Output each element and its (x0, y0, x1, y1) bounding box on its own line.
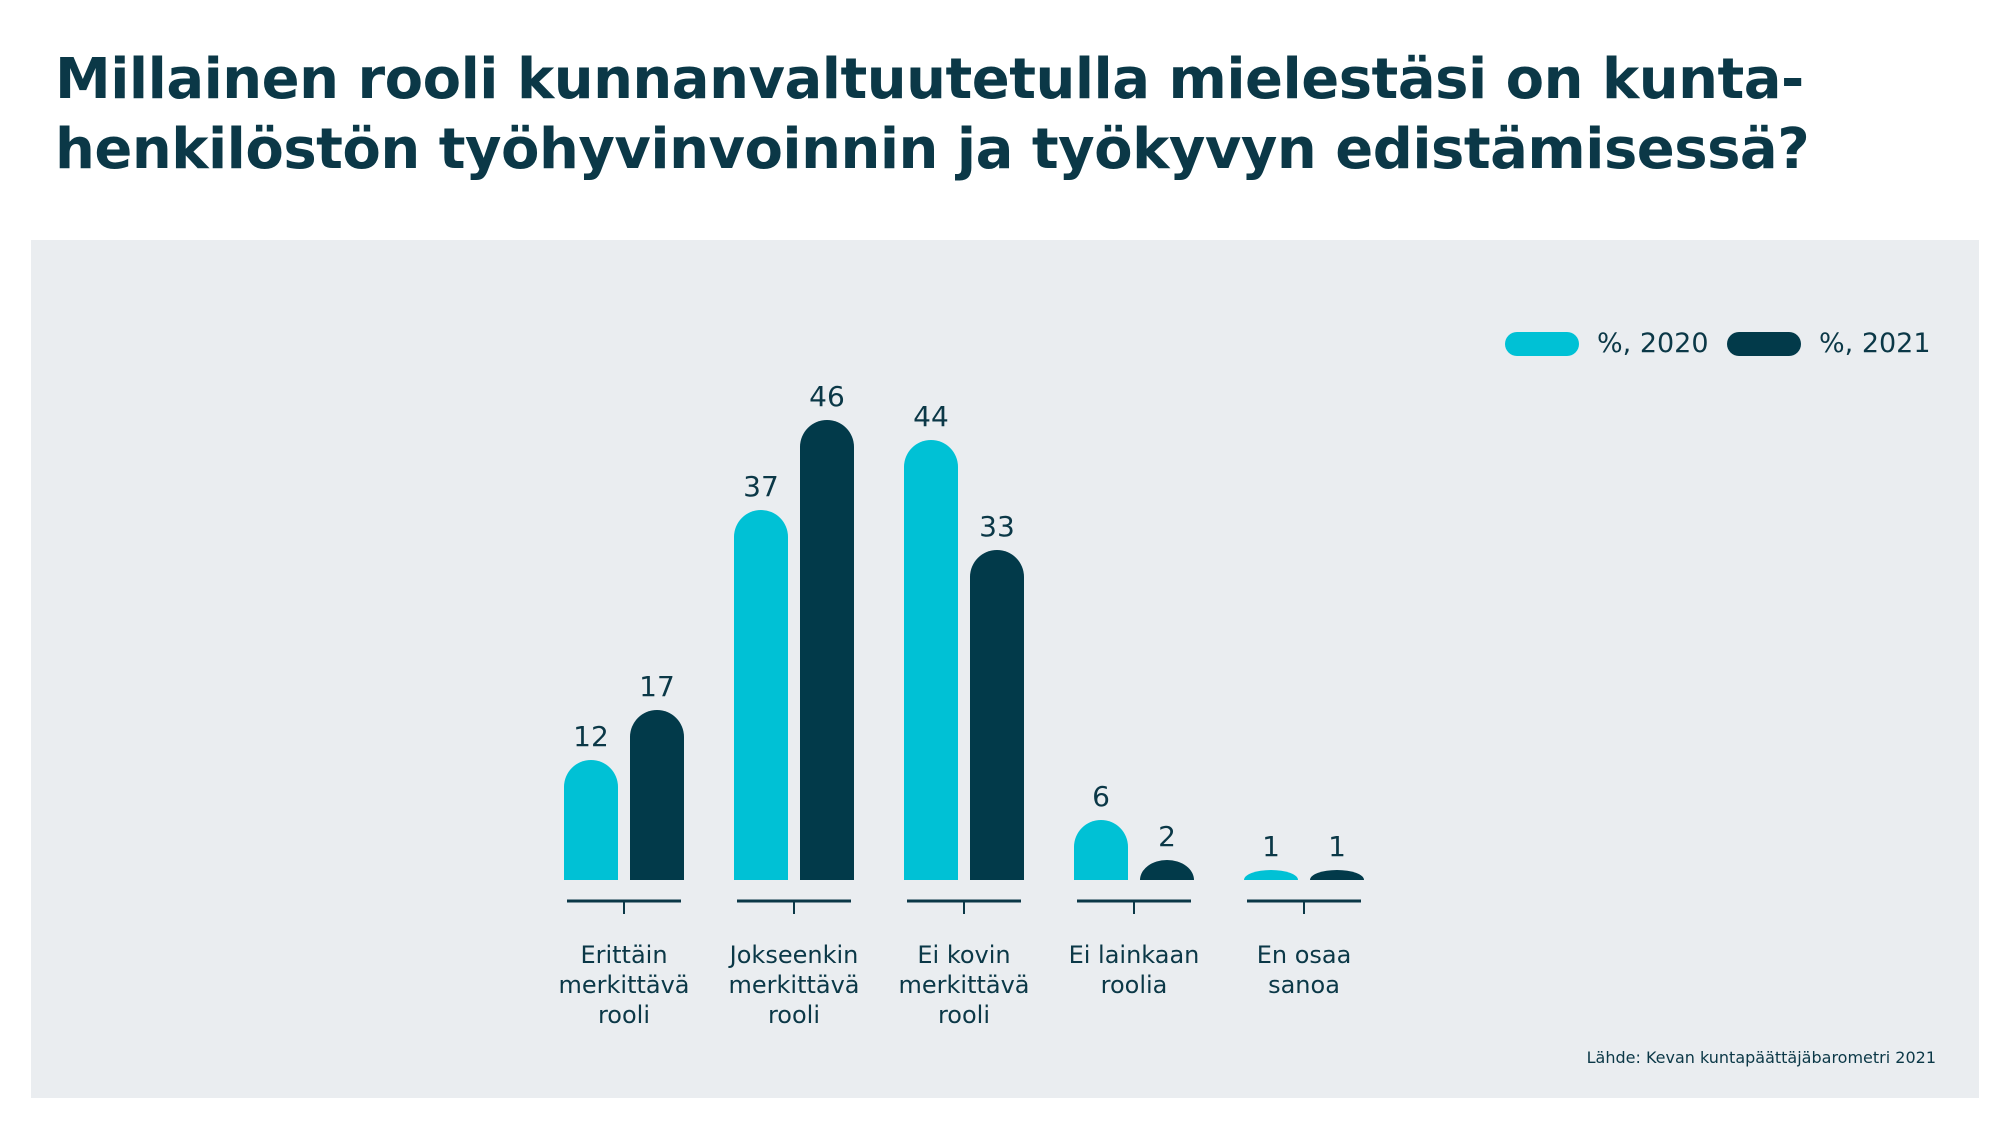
bar-3-series-1 (1140, 860, 1194, 880)
category-label-1-line-1: merkittävä (728, 971, 859, 999)
value-label-1-series-0: 37 (743, 470, 779, 503)
category-label-0-line-2: rooli (598, 1001, 650, 1029)
category-label-3-line-1: roolia (1101, 971, 1168, 999)
legend-item-2021: %, 2021 (1727, 328, 1931, 359)
bar-4-series-1 (1310, 870, 1364, 880)
value-label-4-series-1: 1 (1328, 830, 1346, 863)
chart-title: Millainen rooli kunnanvaltuutetulla miel… (55, 45, 1955, 185)
category-label-0-line-1: merkittävä (558, 971, 689, 999)
value-label-2-series-0: 44 (913, 400, 949, 433)
legend-swatch-2021 (1727, 331, 1801, 356)
legend-label-2021: %, 2021 (1819, 328, 1931, 359)
bar-1-series-0 (734, 510, 788, 880)
value-label-0-series-0: 12 (573, 720, 609, 753)
bar-4-series-0 (1244, 870, 1298, 880)
bar-3-series-0 (1074, 820, 1128, 880)
category-label-1-line-0: Jokseenkin (728, 941, 859, 969)
legend-label-2020: %, 2020 (1597, 328, 1709, 359)
legend-item-2020: %, 2020 (1505, 328, 1709, 359)
legend-swatch-2020 (1505, 331, 1579, 356)
value-label-0-series-1: 17 (639, 670, 675, 703)
category-label-4-line-0: En osaa (1257, 941, 1352, 969)
source-note: Lähde: Kevan kuntapäättäjäbarometri 2021 (1586, 1048, 1936, 1067)
bar-0-series-1 (630, 710, 684, 880)
chart-title-line-2: henkilöstön työhyvinvoinnin ja työkyvyn … (55, 117, 1810, 182)
bar-2-series-1 (970, 550, 1024, 880)
value-label-2-series-1: 33 (979, 510, 1015, 543)
value-label-1-series-1: 46 (809, 380, 845, 413)
category-label-2-line-0: Ei kovin (917, 941, 1010, 969)
bar-2-series-0 (904, 440, 958, 880)
value-label-3-series-0: 6 (1092, 780, 1110, 813)
chart-title-line-1: Millainen rooli kunnanvaltuutetulla miel… (55, 47, 1804, 112)
category-label-1-line-2: rooli (768, 1001, 820, 1029)
bar-1-series-1 (800, 420, 854, 880)
value-label-3-series-1: 2 (1158, 820, 1176, 853)
category-label-0-line-0: Erittäin (580, 941, 667, 969)
category-label-3-line-0: Ei lainkaan (1069, 941, 1200, 969)
category-label-4-line-1: sanoa (1268, 971, 1340, 999)
category-label-2-line-2: rooli (938, 1001, 990, 1029)
bar-0-series-0 (564, 760, 618, 880)
category-label-2-line-1: merkittävä (898, 971, 1029, 999)
value-label-4-series-0: 1 (1262, 830, 1280, 863)
